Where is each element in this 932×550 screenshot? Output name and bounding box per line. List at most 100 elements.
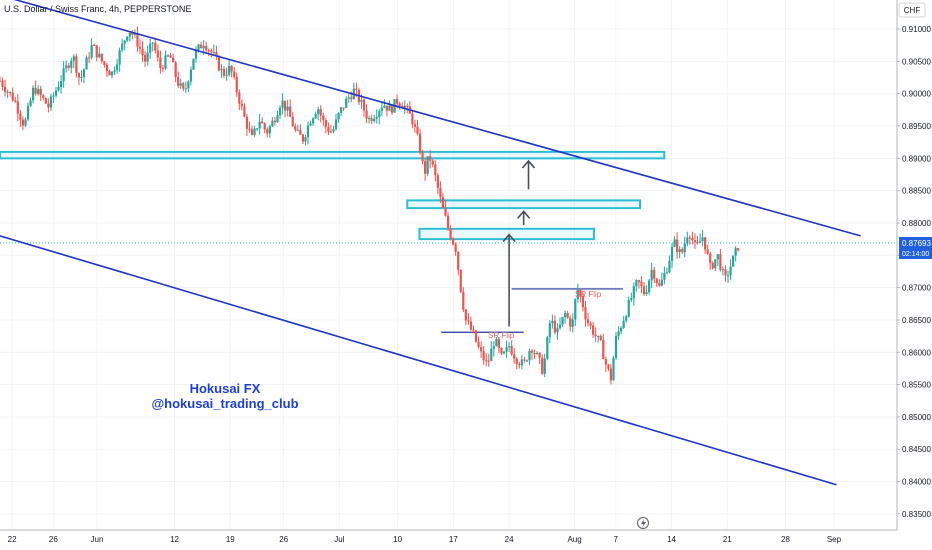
candle-body [612,357,615,381]
candle-body [528,350,531,361]
candle-body [663,273,666,280]
candle-body [492,346,495,349]
candle-body [686,237,689,244]
candle-body [617,331,620,336]
candle-body [398,103,401,106]
sr-zone-0 [0,150,666,160]
candle-body [113,70,116,72]
candle-body [668,260,671,273]
candle-body [523,359,526,361]
candle-body [719,254,722,270]
currency-button[interactable] [898,2,926,18]
candle-body [406,105,409,107]
candle-body [444,207,447,216]
candle-body [39,88,42,96]
candle-body [235,76,238,93]
candle-body [192,58,195,70]
y-tick-label-9: 0.86500 [902,316,931,325]
candle-body [584,307,587,320]
candle-body [3,86,7,92]
candle-body [205,45,208,51]
sr-zones[interactable] [0,150,666,241]
target-arrows[interactable] [502,159,536,327]
y-tick-label-15: 0.83500 [902,510,931,519]
x-tick-label-9: 24 [505,535,514,544]
candle-body [222,68,226,76]
candle-body [340,107,343,114]
candle-body [166,55,170,57]
y-tick-label-6: 0.88000 [902,219,931,228]
candle-body [123,40,126,44]
candle-body [141,48,144,56]
candle-body [110,71,114,76]
candle-body [319,109,322,116]
candle-body [62,68,65,82]
x-tick-label-1: 26 [49,535,58,544]
candle-body [95,45,98,58]
candle-body [80,76,83,78]
candle-body [609,368,613,381]
candle-body [673,239,676,247]
countdown: 02:14:00 [902,251,929,258]
candle-body [696,242,699,244]
candle-body [480,346,483,352]
candle-body [90,45,93,58]
candle-body [154,42,157,51]
candle-body [630,298,633,300]
x-tick-label-10: Aug [567,535,581,544]
candle-body [446,215,450,229]
watermark-line1: Hokusai FX [190,381,261,396]
candle-body [197,44,200,50]
candle-body [253,128,256,135]
candle-body [385,105,389,111]
candle-body [670,246,674,261]
candle-body [635,280,638,287]
lightning-icon[interactable] [637,517,649,529]
candle-body [513,354,516,359]
candle-body [388,105,391,111]
candle-body [553,320,557,333]
candle-body [258,121,261,129]
sr-zone-1 [406,199,642,210]
candle-body [149,43,152,53]
candle-body [477,341,480,347]
candle-body [98,53,101,58]
x-tick-label-5: 26 [279,535,288,544]
candle-body [655,278,658,284]
candle-body [156,50,159,58]
currency-label: CHF [904,6,921,15]
candle-body [734,248,737,256]
candle-body [301,134,305,142]
sr-levels[interactable] [441,288,624,333]
candle-body [245,116,249,129]
arrow-head-1 [517,210,531,219]
candle-body [650,269,653,281]
time-axis-ticks: 22 26 Jun 12 19 26 Jul 10 17 24 Aug 7 14 21 28 Sep [8,535,842,544]
candle-body [380,107,383,112]
candle-body [47,103,50,108]
candle-body [704,237,707,250]
sr-zone-2 [418,227,595,241]
y-tick-label-13: 0.84500 [902,445,931,454]
candle-body [250,129,254,135]
x-tick-label-11: 7 [614,535,619,544]
candle-body [169,55,172,58]
candle-body [227,65,231,75]
candle-body [199,44,203,49]
candle-body [70,60,73,68]
candle-body [678,249,681,253]
candle-body [37,88,40,94]
channel-line-upper [13,0,861,237]
price-axis[interactable] [897,0,932,550]
candle-body [240,103,243,107]
candle-body [508,346,511,348]
trend-channel[interactable] [0,0,861,486]
candle-body [225,74,228,76]
candle-body [416,126,419,134]
candle-body [159,57,162,68]
candle-body [87,57,91,59]
candle-body [220,68,223,71]
candle-body [317,109,320,115]
candle-body [233,71,236,77]
